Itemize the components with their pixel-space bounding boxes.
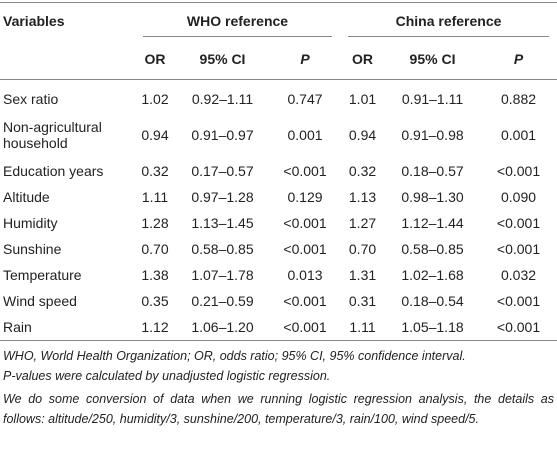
value-cell: 1.27 (348, 215, 377, 231)
value-cell: 0.58–0.85 (191, 241, 254, 257)
data-row: Sunshine 0.70 0.58–0.85 <0.001 0.70 0.58–0.85… (0, 236, 557, 262)
value-cell: 0.35 (141, 293, 169, 309)
value-cell: 0.92–1.11 (191, 91, 254, 107)
value-cell: 1.38 (141, 267, 169, 283)
value-cell: <0.001 (283, 163, 327, 179)
value-cell: 0.97–1.28 (191, 189, 254, 205)
value-cell: 1.12–1.44 (401, 215, 464, 231)
footnote: P-values were calculated by unadjusted l… (3, 368, 331, 383)
value-cell: <0.001 (283, 215, 327, 231)
data-row: Sex ratio 1.02 0.92–1.11 0.747 1.01 0.91–1.11… (0, 80, 557, 113)
variable-cell: Sunshine (3, 241, 62, 257)
value-cell: 0.21–0.59 (191, 293, 254, 309)
value-cell: <0.001 (496, 163, 541, 179)
footnotes: WHO, World Health Organization; OR, odds… (0, 341, 557, 429)
value-cell: 1.11 (141, 189, 169, 205)
value-cell: 0.91–1.11 (401, 91, 464, 107)
footnote: We do some conversion of data when we ru… (3, 392, 554, 426)
value-cell: <0.001 (496, 241, 541, 257)
value-cell: 1.02–1.68 (401, 267, 464, 283)
value-cell: 1.06–1.20 (191, 319, 254, 335)
column-header: P (270, 39, 341, 80)
header-cell: Variables (3, 13, 65, 29)
value-cell: <0.001 (283, 293, 327, 309)
value-cell: 1.05–1.18 (401, 319, 464, 335)
column-header: 95% CI (385, 39, 481, 80)
group-header: WHO reference (135, 3, 340, 40)
value-cell: 0.17–0.57 (191, 163, 254, 179)
value-cell: 0.001 (287, 127, 323, 143)
variable-cell: Education years (3, 163, 104, 179)
value-cell: 0.91–0.98 (401, 127, 464, 143)
value-cell: 0.090 (500, 189, 537, 205)
value-cell: 0.31 (348, 293, 377, 309)
value-cell: 0.32 (348, 163, 377, 179)
value-cell: 0.013 (287, 267, 323, 283)
data-row: Education years 0.32 0.17–0.57 <0.001 0.32 0.… (0, 158, 557, 184)
group-label: WHO reference (143, 5, 333, 37)
data-row: Wind speed 0.35 0.21–0.59 <0.001 0.31 0.18–0.… (0, 288, 557, 314)
value-cell: 0.18–0.54 (401, 293, 464, 309)
value-cell: <0.001 (283, 241, 327, 257)
value-cell: 1.12 (141, 319, 169, 335)
value-cell: 0.001 (500, 127, 537, 143)
value-cell: 0.58–0.85 (401, 241, 464, 257)
variable-cell: Temperature (3, 267, 82, 283)
value-cell: 1.01 (348, 91, 377, 107)
value-cell: 1.28 (141, 215, 169, 231)
value-cell: 0.70 (141, 241, 169, 257)
results-table: Variables WHO reference China reference OR 9… (0, 2, 557, 341)
value-cell: <0.001 (496, 293, 541, 309)
header-row: OR 95% CI P OR 95% CI P (0, 39, 557, 80)
value-cell: 0.882 (500, 91, 537, 107)
column-header: 95% CI (175, 39, 270, 80)
data-row: Non-agricultural household 0.94 0.91–0.97 0… (0, 112, 557, 158)
value-cell: 0.18–0.57 (401, 163, 464, 179)
value-cell: 0.032 (500, 267, 537, 283)
value-cell: 0.98–1.30 (401, 189, 464, 205)
value-cell: 1.02 (141, 91, 169, 107)
data-row: Rain 1.12 1.06–1.20 <0.001 1.11 1.05–1.18 <0.0… (0, 314, 557, 341)
value-cell: <0.001 (496, 319, 541, 335)
value-cell: 0.70 (348, 241, 377, 257)
value-cell: 0.91–0.97 (191, 127, 254, 143)
value-cell: 1.13–1.45 (191, 215, 254, 231)
variable-cell: Rain (3, 319, 32, 335)
value-cell: 0.129 (287, 189, 323, 205)
footnote: WHO, World Health Organization; OR, odds… (3, 349, 466, 363)
value-cell: 1.11 (349, 319, 376, 335)
variable-cell: Non-agricultural household (3, 119, 102, 151)
header-cell (0, 39, 135, 80)
data-row: Humidity 1.28 1.13–1.45 <0.001 1.27 1.12–1.44… (0, 210, 557, 236)
value-cell: <0.001 (283, 319, 327, 335)
data-row: Temperature 1.38 1.07–1.78 0.013 1.31 1.02–1.… (0, 262, 557, 288)
value-cell: 0.94 (141, 127, 169, 143)
value-cell: 0.94 (348, 127, 377, 143)
value-cell: 1.31 (348, 267, 377, 283)
value-cell: 0.32 (141, 163, 169, 179)
column-header: P (480, 39, 557, 80)
variable-cell: Sex ratio (3, 91, 59, 107)
group-header: China reference (340, 3, 557, 40)
variable-cell: Altitude (3, 189, 50, 205)
value-cell: 1.13 (348, 189, 377, 205)
value-cell: 1.07–1.78 (191, 267, 254, 283)
variable-cell: Humidity (3, 215, 58, 231)
data-row: Altitude 1.11 0.97–1.28 0.129 1.13 0.98–1.30 0… (0, 184, 557, 210)
value-cell: <0.001 (496, 215, 541, 231)
column-header: OR (135, 39, 175, 80)
table-body: Variables WHO reference China reference OR 9… (0, 3, 557, 341)
value-cell: 0.747 (287, 91, 323, 107)
group-label: China reference (348, 5, 550, 37)
header-row: Variables WHO reference China reference (0, 3, 557, 40)
variable-cell: Wind speed (3, 293, 77, 309)
column-header: OR (340, 39, 386, 80)
